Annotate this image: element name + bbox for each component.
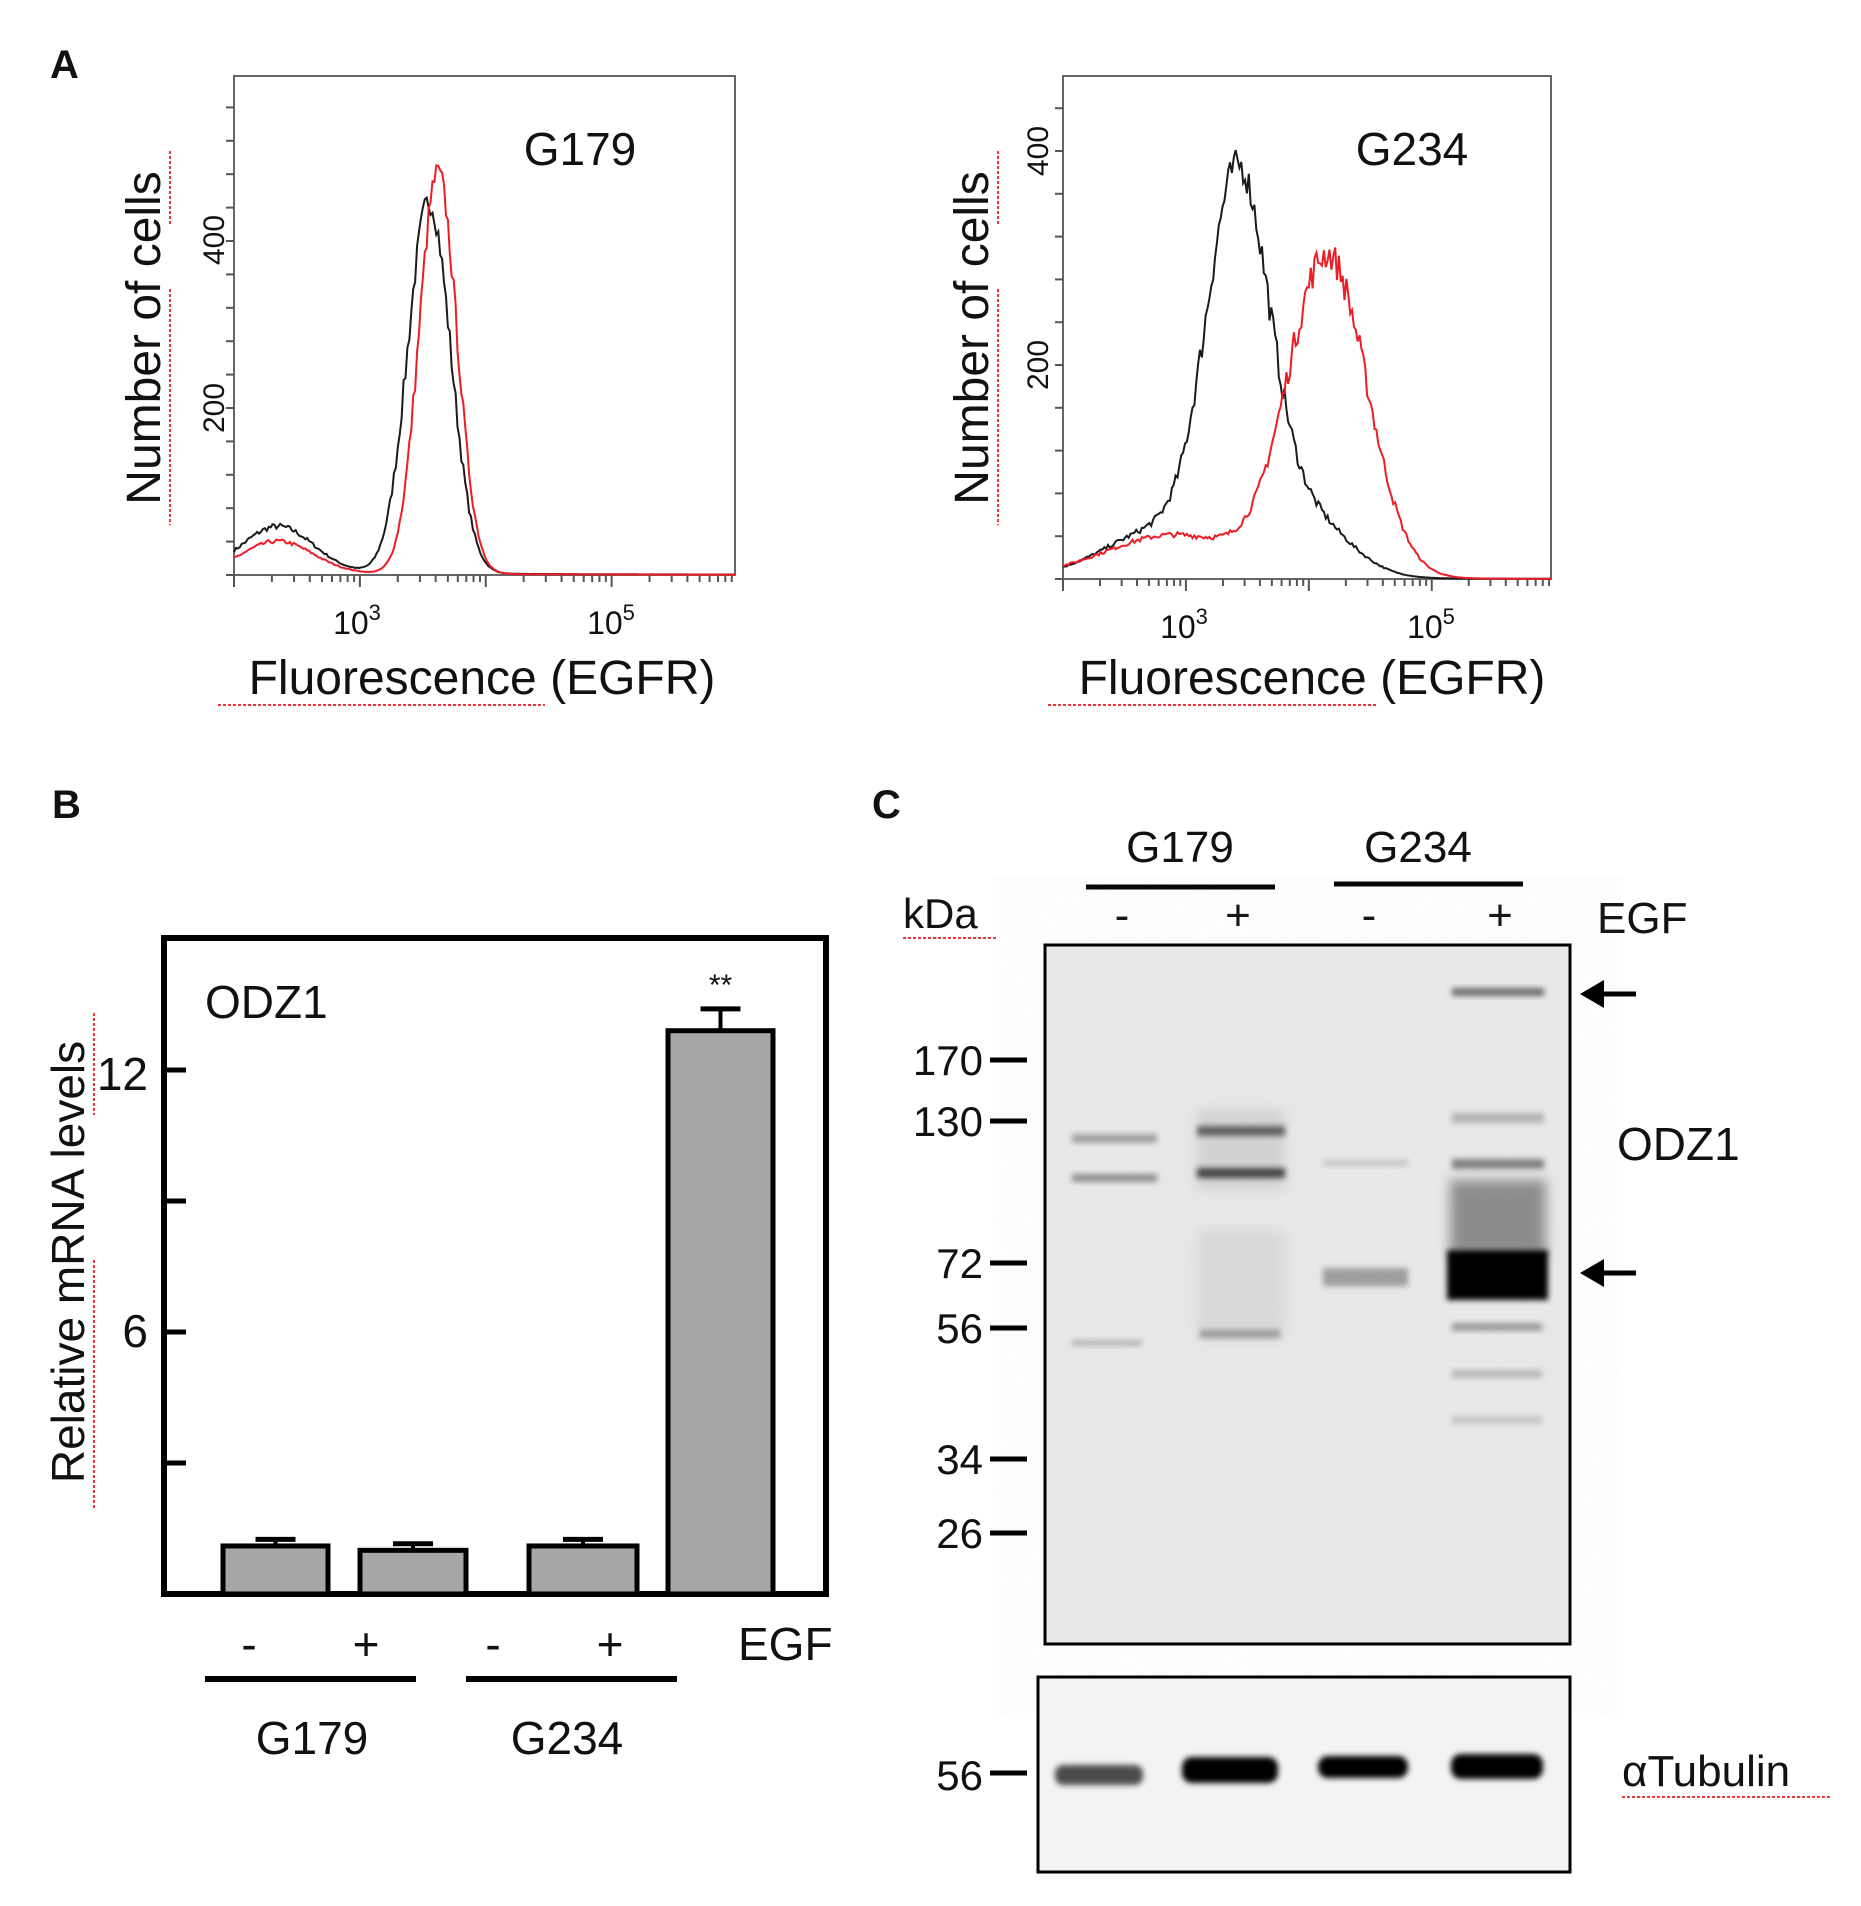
factor-label: EGF — [738, 1618, 833, 1670]
sample-label: G234 — [1356, 123, 1469, 175]
sample-label: G179 — [524, 123, 637, 175]
lane-egf-sign: + — [1487, 891, 1513, 940]
lane-egf-sign: + — [1225, 891, 1251, 940]
y-axis-label: Relative mRNA levels — [42, 1041, 94, 1483]
bars: ** — [220, 969, 776, 1597]
y-axis-ticks — [226, 106, 234, 576]
panel-label-b: B — [52, 783, 81, 827]
x-tick-label-1e3: 103 — [333, 600, 381, 641]
panel-label-c: C — [872, 783, 901, 827]
gene-label: ODZ1 — [205, 976, 328, 1028]
bands — [1072, 988, 1548, 1424]
bar — [526, 1536, 640, 1597]
y-tick-label-6: 6 — [122, 1305, 148, 1357]
western-blot: G179 G234 kDa - + - + EGF — [903, 823, 1830, 1874]
bar — [220, 1536, 331, 1597]
mw-marker-label: 56 — [936, 1305, 983, 1352]
lane-labels: - + - + — [1115, 891, 1513, 940]
histogram-g234: G234 200 400 Number of cells 103 105 Flu… — [946, 75, 1552, 706]
group-label-g234: G234 — [1364, 823, 1472, 872]
x-axis-labels: - + - + — [241, 1618, 623, 1670]
histogram-g179: G179 200 400 Number of cells 103 105 Flu… — [118, 75, 736, 706]
lane-egf-sign: - — [1115, 891, 1130, 940]
target-label: ODZ1 — [1617, 1118, 1740, 1170]
histogram-curves — [1062, 149, 1551, 580]
x-tick-label-1e5: 105 — [1407, 604, 1455, 645]
egf-sign: - — [241, 1618, 256, 1670]
x-axis-ticks — [1062, 579, 1551, 591]
mw-marker-label: 130 — [913, 1098, 983, 1145]
lane-egf-sign: - — [1362, 891, 1377, 940]
x-axis-ticks — [233, 575, 733, 587]
egf-sign: - — [485, 1618, 500, 1670]
loading-control-label: αTubulin — [1622, 1747, 1790, 1796]
x-tick-label-1e5: 105 — [587, 600, 635, 641]
y-tick-label-200: 200 — [1022, 340, 1055, 390]
y-axis-label: Number of cells — [118, 171, 171, 504]
mw-markers: 170 130 72 56 34 26 — [913, 1037, 1027, 1557]
egf-sign: + — [353, 1618, 380, 1670]
x-axis-label: Fluorescence (EGFR) — [249, 652, 716, 705]
group-label-g179: G179 — [1126, 823, 1234, 872]
treatment-label: EGF — [1597, 894, 1687, 943]
x-tick-label-1e3: 103 — [1160, 604, 1208, 645]
bar — [357, 1541, 469, 1597]
significance-marker: ** — [709, 969, 733, 1002]
plot-frame — [1062, 75, 1552, 580]
egf-sign: + — [597, 1618, 624, 1670]
x-axis-label: Fluorescence (EGFR) — [1079, 652, 1546, 705]
mw-marker-label: 56 — [936, 1752, 983, 1799]
histogram-curves — [233, 163, 735, 576]
bar-chart-odz1: ** ODZ1 12 6 Relative mRNA levels - + - + E… — [42, 935, 833, 1764]
group-label-g234: G234 — [511, 1712, 624, 1764]
y-tick-label-12: 12 — [97, 1048, 148, 1100]
mw-marker-label: 170 — [913, 1037, 983, 1084]
arrow-left-icon — [1580, 980, 1636, 1008]
y-axis-ticks — [164, 1067, 186, 1466]
blot-frame — [1043, 943, 1572, 1646]
plot-frame — [233, 75, 736, 576]
arrow-left-icon — [1580, 1259, 1636, 1287]
mw-marker-label: 72 — [936, 1240, 983, 1287]
bar — [665, 1006, 776, 1597]
y-tick-label-400: 400 — [1022, 126, 1055, 176]
panel-label-a: A — [50, 43, 79, 87]
tubulin-bands — [1055, 1754, 1543, 1785]
y-tick-label-400: 400 — [198, 215, 231, 265]
mw-marker-label: 26 — [936, 1510, 983, 1557]
blot-frame — [1036, 1675, 1572, 1874]
mw-marker-label: 34 — [936, 1436, 983, 1483]
group-label-g179: G179 — [256, 1712, 369, 1764]
kda-label: kDa — [903, 890, 978, 937]
y-axis-label: Number of cells — [946, 171, 999, 504]
y-axis-ticks — [1055, 107, 1063, 580]
y-tick-label-200: 200 — [198, 383, 231, 433]
